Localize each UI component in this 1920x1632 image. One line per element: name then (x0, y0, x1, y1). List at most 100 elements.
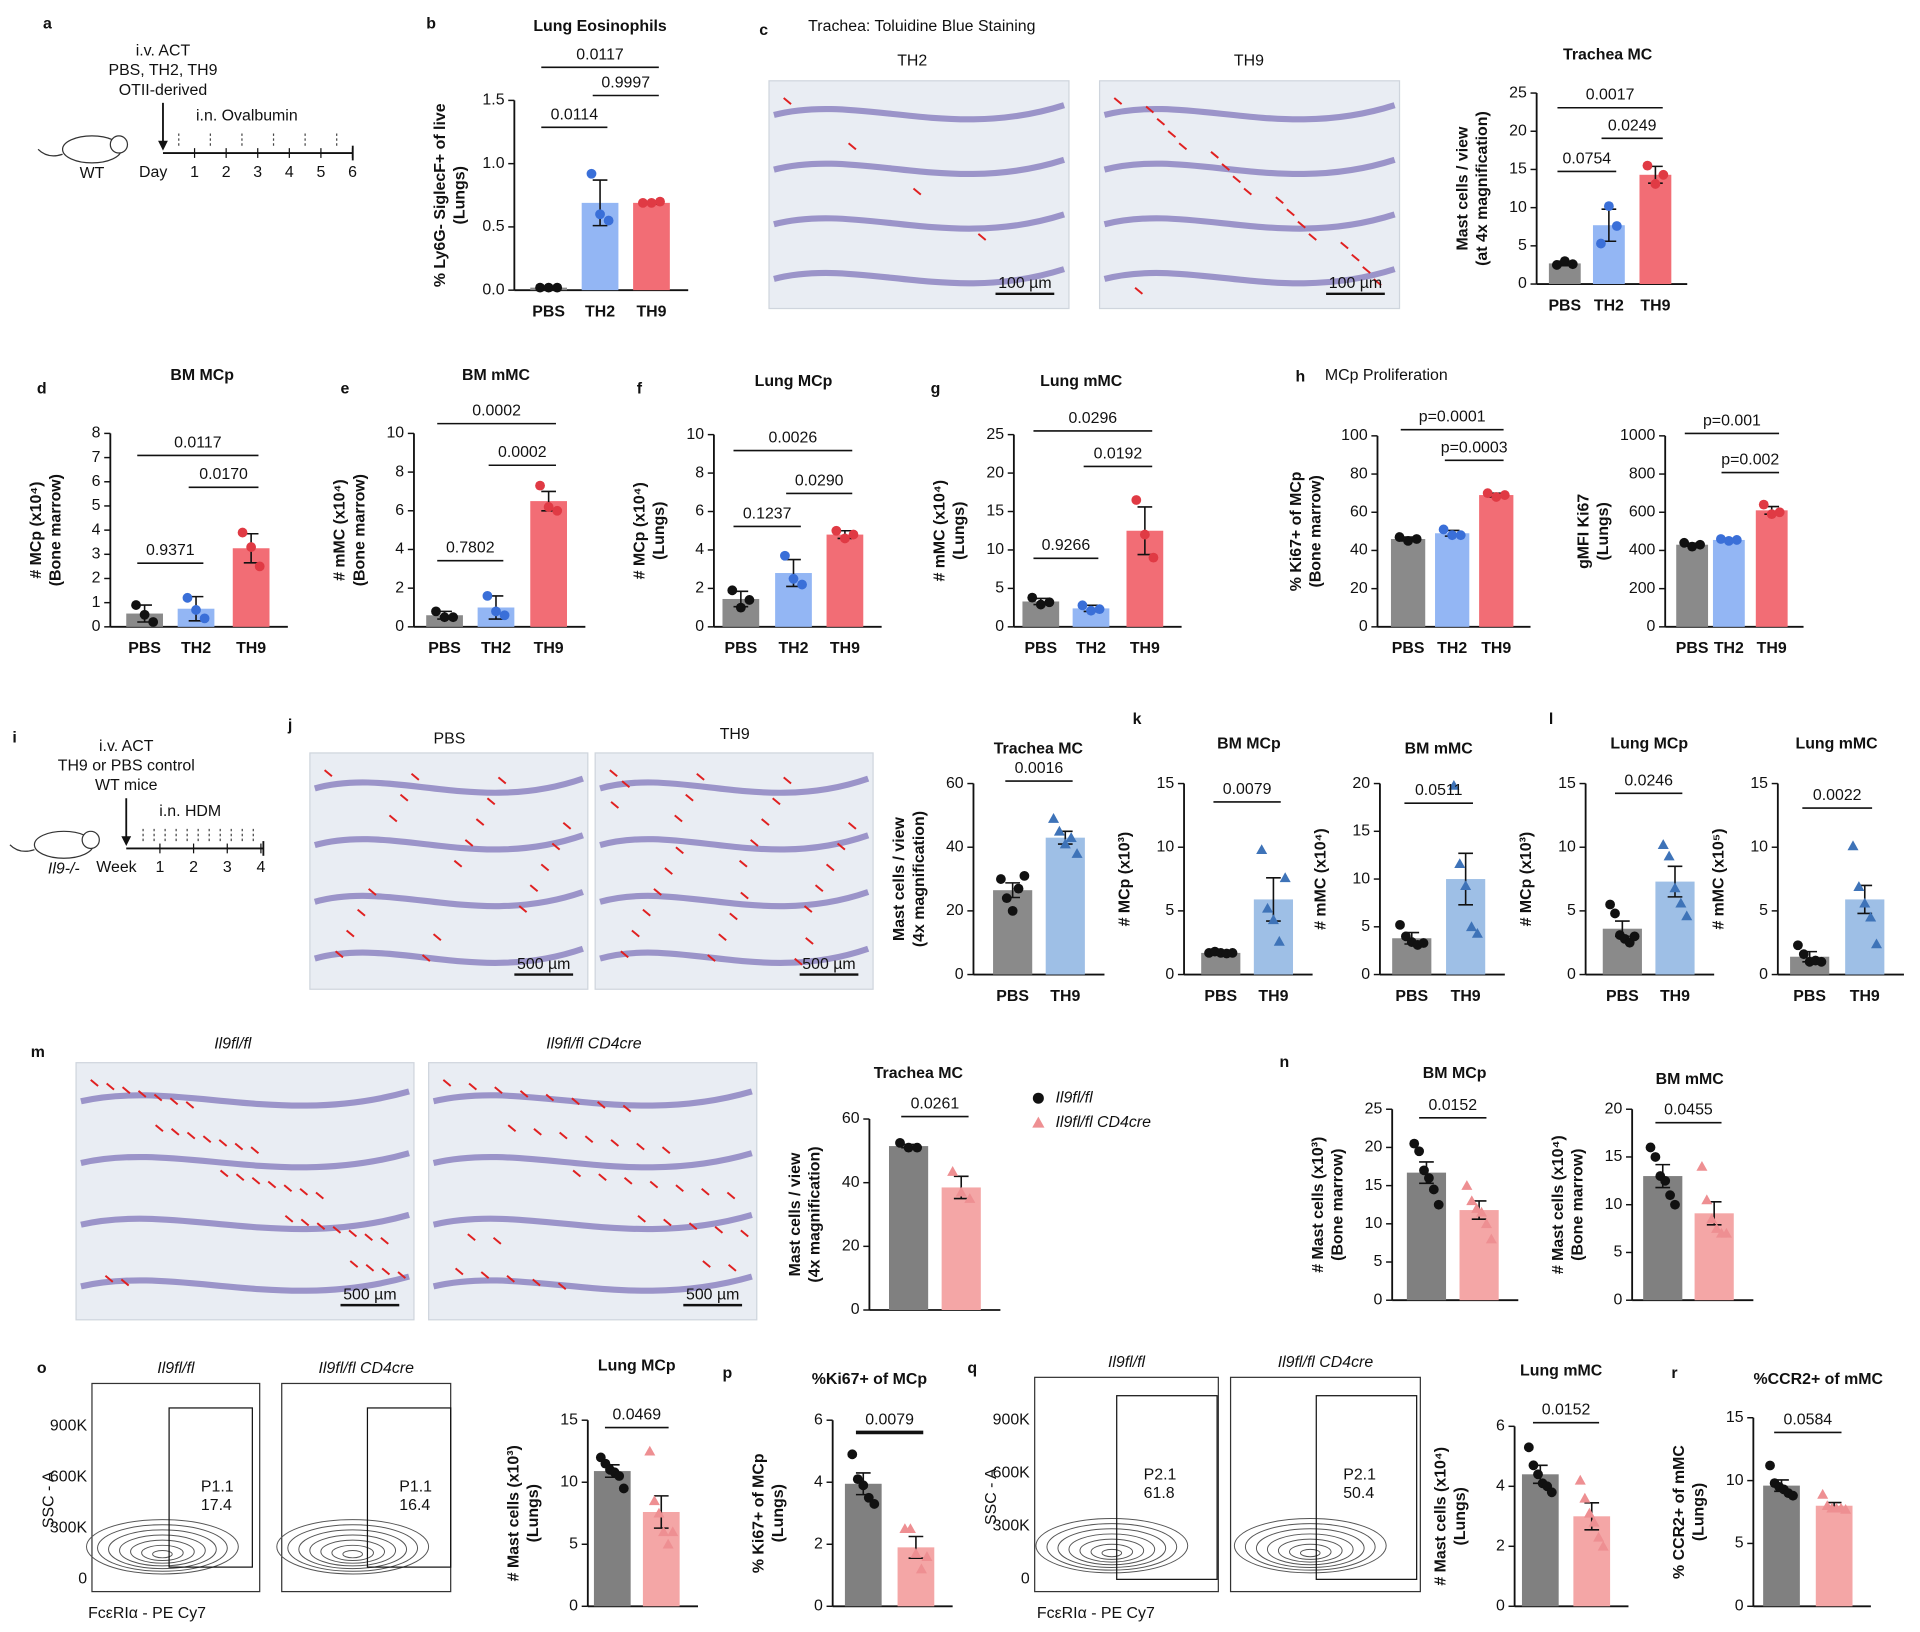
y-tick-label: 1 (92, 594, 101, 611)
p-value: 0.0022 (1813, 787, 1862, 804)
y-axis-label: # mMC (x10⁴) (1312, 828, 1329, 930)
tick-label: 1 (155, 859, 164, 876)
mast-cell-arrow (507, 1124, 517, 1133)
bar (1712, 539, 1745, 627)
mast-cell-arrow (701, 1188, 710, 1196)
mast-cell-arrow (664, 867, 673, 875)
p-value: 0.0117 (576, 46, 624, 63)
mast-cell-arrow (1167, 130, 1177, 138)
data-point (1065, 832, 1077, 842)
mast-cell-arrow (803, 905, 813, 913)
contour (331, 1544, 374, 1561)
data-point (595, 209, 605, 220)
mast-cell-arrow (494, 1086, 503, 1095)
data-point (1716, 534, 1726, 544)
mast-cell-arrow (1145, 105, 1155, 114)
mast-cell-arrow (267, 1180, 277, 1189)
x-tick-label: TH2 (1714, 640, 1744, 657)
data-point (1048, 813, 1060, 823)
gate-label: P2.1 (1343, 1466, 1376, 1483)
data-point (1583, 1507, 1595, 1518)
data-point (1711, 1223, 1723, 1233)
x-tick-label: TH9 (830, 640, 860, 657)
y-tick-label: 10 (560, 1473, 578, 1490)
mast-cell-arrow (300, 1218, 310, 1227)
tissue-band (599, 945, 870, 966)
data-point (1414, 1146, 1425, 1157)
data-point (662, 1538, 674, 1549)
y-tick-label: 6 (814, 1411, 823, 1428)
bar (1755, 510, 1788, 627)
p-value: 0.0246 (1624, 772, 1673, 789)
x-tick-label: PBS (1024, 640, 1057, 657)
scale-label: 100 µm (998, 275, 1051, 292)
contour (97, 1524, 228, 1572)
data-point (1840, 1503, 1852, 1514)
y-tick-label: 0 (1647, 618, 1656, 635)
y-tick-label: 40 (946, 838, 964, 855)
y-tick-label: 20 (986, 464, 1004, 481)
data-point (482, 590, 493, 601)
mast-cell-arrow (332, 1226, 342, 1234)
contour (1068, 1533, 1156, 1566)
y-tick-label: 6 (1496, 1418, 1505, 1435)
p-value: 0.0079 (865, 1411, 914, 1428)
y-tick-label: 20 (1350, 580, 1368, 597)
y-tick-label: 100 (1341, 427, 1368, 444)
y-tick-label: 0 (851, 1301, 860, 1318)
chart-title: BM MCp (1423, 1065, 1487, 1082)
data-point (1273, 935, 1285, 946)
chart-title: Lung mMC (1520, 1362, 1603, 1379)
mast-cell-arrow (410, 773, 420, 781)
tissue-band (313, 832, 584, 853)
y-axis-label: (Lungs) (1595, 502, 1612, 560)
scale-label: 500 µm (517, 956, 570, 973)
mast-cell-arrow (153, 1093, 163, 1102)
data-point (1071, 848, 1083, 858)
data-point (1466, 921, 1478, 932)
y-tick-label: 5 (1165, 902, 1174, 919)
data-point (586, 168, 597, 179)
p-value: 0.9371 (146, 542, 195, 559)
axis-label: SSC - A (983, 1468, 1000, 1525)
y-tick-label: 0 (1735, 1597, 1744, 1614)
data-point (964, 1193, 976, 1203)
x-tick-label: TH9 (636, 303, 666, 320)
mast-cell-arrow (675, 846, 684, 855)
strain-label: Il9-/- (48, 860, 80, 877)
y-tick-label: 0 (1567, 966, 1576, 983)
bar (888, 1146, 929, 1311)
data-point (1853, 881, 1865, 891)
mast-cell-arrow (572, 1169, 582, 1178)
flow-tick: 600K (993, 1464, 1031, 1481)
tick-label: 4 (285, 164, 294, 181)
data-point (1256, 844, 1268, 855)
data-point (491, 606, 501, 617)
data-point (903, 1142, 914, 1153)
data-point (535, 480, 545, 491)
tissue-band (313, 945, 584, 966)
contour (130, 1539, 195, 1564)
p-value: 0.0002 (498, 444, 547, 461)
tick-label: 1 (190, 164, 199, 181)
y-axis-label: Mast cells / view (787, 1152, 804, 1276)
y-tick-label: 60 (1350, 503, 1368, 520)
error-bar (1458, 852, 1473, 906)
data-point (727, 585, 738, 596)
y-tick-label: 0 (1359, 618, 1368, 635)
data-point (1603, 201, 1614, 212)
tick-label: 6 (348, 164, 357, 181)
tissue-band (80, 1150, 410, 1171)
data-point (1471, 927, 1483, 938)
mast-cell-arrow (348, 1229, 358, 1238)
panel-letter: m (31, 1044, 45, 1061)
y-tick-label: 0 (1759, 966, 1768, 983)
mast-cell-arrow (315, 1191, 324, 1200)
x-tick-label: TH9 (534, 640, 564, 657)
y-tick-label: 2 (395, 579, 404, 596)
treatment-text: TH9 or PBS control (58, 758, 195, 775)
mast-cell-arrow (432, 933, 442, 942)
axis-label: SSC - A (40, 1471, 57, 1528)
p-value: 0.0114 (551, 106, 599, 123)
y-tick-label: 0.0 (482, 281, 504, 298)
